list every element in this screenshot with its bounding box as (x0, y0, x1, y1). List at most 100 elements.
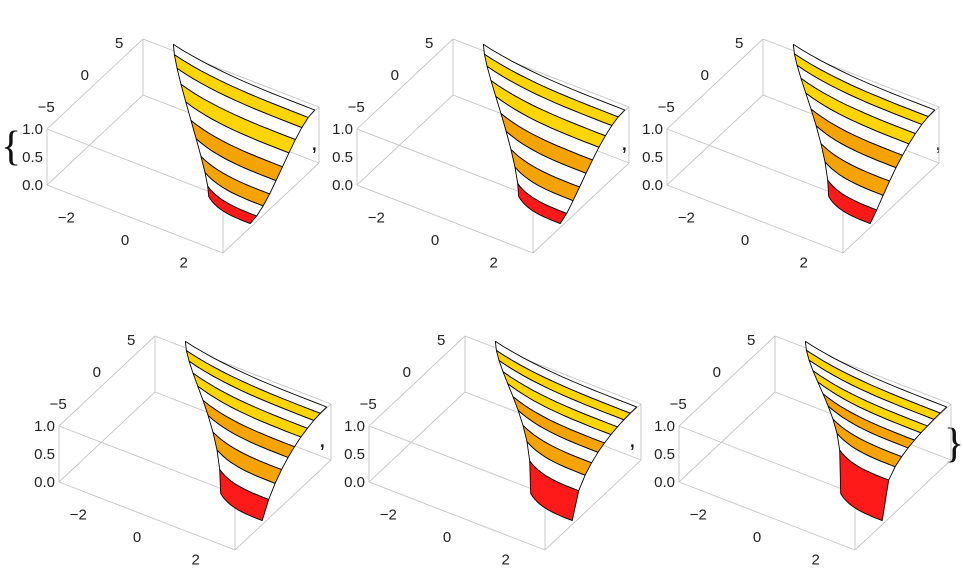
box-edge (368, 425, 546, 495)
box-edge (46, 184, 224, 254)
box-edge (678, 335, 776, 427)
y-tick-label: 0 (391, 67, 399, 84)
box-edge (678, 425, 856, 495)
x-tick-label: 0 (133, 529, 141, 546)
z-tick-label: 0.0 (642, 177, 663, 194)
box-edge (532, 162, 630, 254)
x-tick-label: 0 (443, 529, 451, 546)
x-tick-label: 0 (431, 232, 439, 249)
box-edge (46, 38, 144, 130)
x-tick-label: 2 (501, 552, 509, 569)
z-tick-label: 1.0 (34, 418, 55, 435)
box-edge (842, 162, 940, 254)
x-tick-label: −2 (70, 506, 87, 523)
z-tick-label: 1.0 (332, 121, 353, 138)
x-tick-label: 2 (489, 255, 497, 272)
z-tick-label: 0.5 (22, 149, 43, 166)
x-tick-label: 0 (753, 529, 761, 546)
x-tick-label: 0 (121, 232, 129, 249)
box-edge (464, 335, 642, 405)
box-edge (666, 38, 764, 130)
y-tick-label: 5 (127, 332, 135, 349)
y-tick-label: 5 (115, 35, 123, 52)
y-tick-label: 5 (747, 332, 755, 349)
x-tick-label: −2 (690, 506, 707, 523)
box-edge (356, 94, 454, 186)
z-tick-label: 0.5 (654, 446, 675, 463)
list-separator-2: , (621, 129, 628, 156)
z-tick-label: 0.0 (344, 474, 365, 491)
y-tick-label: −5 (658, 99, 675, 116)
z-tick-label: 1.0 (642, 121, 663, 138)
plot-panel-5: −2 0 2 −5 0 5 0.0 0.5 1.0 (344, 332, 642, 569)
surface-band-1 (219, 469, 270, 522)
x-tick-label: −2 (380, 506, 397, 523)
box-edge (58, 425, 236, 495)
z-tick-label: 0.5 (344, 446, 365, 463)
box-edge (154, 335, 332, 405)
x-tick-label: −2 (58, 209, 75, 226)
z-tick-label: 1.0 (654, 418, 675, 435)
list-separator-5: , (629, 426, 636, 453)
box-edge (666, 184, 844, 254)
x-tick-label: 0 (741, 232, 749, 249)
x-tick-label: 2 (191, 552, 199, 569)
box-edge (46, 128, 224, 198)
box-edge (368, 391, 466, 483)
box-edge (854, 459, 952, 551)
box-edge (666, 128, 844, 198)
surface-band-1 (207, 185, 258, 225)
surface-band-1 (839, 449, 890, 522)
list-close-brace: } (944, 421, 963, 467)
x-tick-label: 2 (179, 255, 187, 272)
x-tick-label: 2 (799, 255, 807, 272)
plot-panel-2: −2 0 2 −5 0 5 0.0 0.5 1.0 (332, 35, 630, 272)
z-tick-label: 0.0 (654, 474, 675, 491)
z-tick-label: 0.0 (34, 474, 55, 491)
box-edge (762, 38, 940, 108)
y-tick-label: −5 (50, 396, 67, 413)
box-edge (678, 481, 856, 551)
y-tick-label: −5 (38, 99, 55, 116)
box-edge (368, 335, 466, 427)
box-edge (452, 38, 630, 108)
y-tick-label: 0 (713, 364, 721, 381)
surface-band-1 (827, 179, 878, 225)
y-tick-label: 5 (437, 332, 445, 349)
x-tick-label: −2 (368, 209, 385, 226)
z-tick-label: 0.0 (22, 177, 43, 194)
y-tick-label: 0 (93, 364, 101, 381)
box-edge (368, 481, 546, 551)
box-edge (544, 459, 642, 551)
z-tick-label: 1.0 (344, 418, 365, 435)
list-open-brace: { (1, 124, 21, 170)
box-edge (774, 335, 952, 405)
surface-band-1 (517, 183, 568, 225)
plot-panel-4: −2 0 2 −5 0 5 0.0 0.5 1.0 (34, 332, 332, 569)
list-separator-3: , (935, 129, 942, 156)
y-tick-label: 5 (425, 35, 433, 52)
box-edge (356, 38, 454, 130)
z-tick-label: 0.5 (34, 446, 55, 463)
box-edge (142, 38, 320, 108)
y-tick-label: 0 (81, 67, 89, 84)
y-tick-label: −5 (360, 396, 377, 413)
plot-panel-6: −2 0 2 −5 0 5 0.0 0.5 1.0 (654, 332, 952, 569)
y-tick-label: 0 (701, 67, 709, 84)
list-separator-4: , (319, 426, 326, 453)
list-separator-1: , (311, 129, 318, 156)
surface-band-1 (529, 460, 580, 522)
y-tick-label: 0 (403, 364, 411, 381)
box-edge (356, 128, 534, 198)
plot-panel-1: −2 0 2 −5 0 5 0.0 0.5 1.0 (22, 35, 320, 272)
box-edge (58, 391, 156, 483)
y-tick-label: 5 (735, 35, 743, 52)
x-tick-label: 2 (811, 552, 819, 569)
box-edge (58, 335, 156, 427)
box-edge (222, 162, 320, 254)
y-tick-label: −5 (670, 396, 687, 413)
box-edge (58, 481, 236, 551)
plot-panel-3: −2 0 2 −5 0 5 0.0 0.5 1.0 (642, 35, 940, 272)
z-tick-label: 0.5 (642, 149, 663, 166)
